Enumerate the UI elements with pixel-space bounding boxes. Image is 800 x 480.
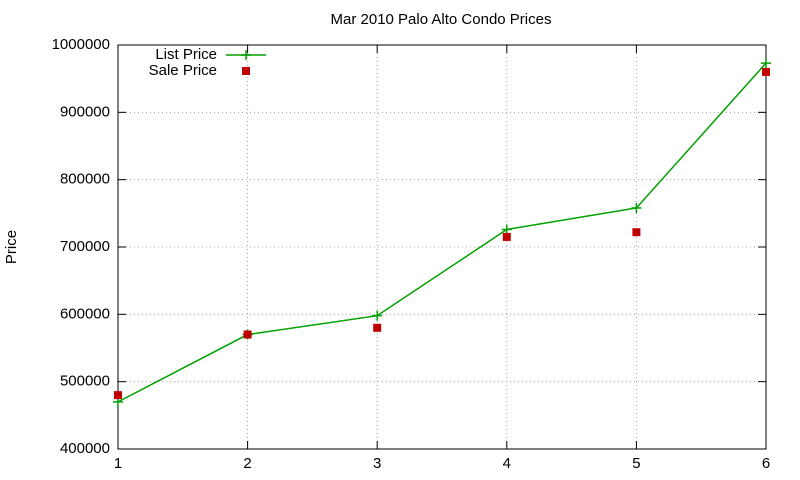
legend-label: List Price xyxy=(155,46,217,63)
point-marker xyxy=(632,228,641,237)
x-tick-label: 4 xyxy=(503,455,511,472)
y-tick-label: 600000 xyxy=(60,305,110,322)
y-tick-label: 1000000 xyxy=(52,36,110,53)
point-marker xyxy=(241,50,251,60)
x-tick-label: 2 xyxy=(243,455,251,472)
point-marker xyxy=(373,323,382,332)
point-marker xyxy=(502,232,511,241)
point-marker xyxy=(242,67,250,75)
x-tick-label: 5 xyxy=(632,455,640,472)
legend-label: Sale Price xyxy=(149,62,217,79)
y-tick-label: 800000 xyxy=(60,171,110,188)
point-marker xyxy=(631,202,642,213)
point-marker xyxy=(762,67,770,76)
point-marker xyxy=(501,224,512,235)
x-tick-label: 3 xyxy=(373,455,381,472)
point-marker xyxy=(372,310,383,321)
series-line xyxy=(117,62,767,403)
y-tick-label: 700000 xyxy=(60,238,110,255)
y-axis-label: Price xyxy=(3,230,20,264)
y-tick-label: 400000 xyxy=(60,440,110,457)
x-tick-label: 6 xyxy=(762,455,770,472)
point-marker xyxy=(761,58,771,69)
y-tick-label: 900000 xyxy=(60,103,110,120)
chart-title: Mar 2010 Palo Alto Condo Prices xyxy=(331,11,552,28)
point-marker xyxy=(243,330,252,339)
point-marker xyxy=(114,391,122,400)
plot-border xyxy=(117,44,767,450)
x-tick-label: 1 xyxy=(114,455,122,472)
y-tick-label: 500000 xyxy=(60,373,110,390)
